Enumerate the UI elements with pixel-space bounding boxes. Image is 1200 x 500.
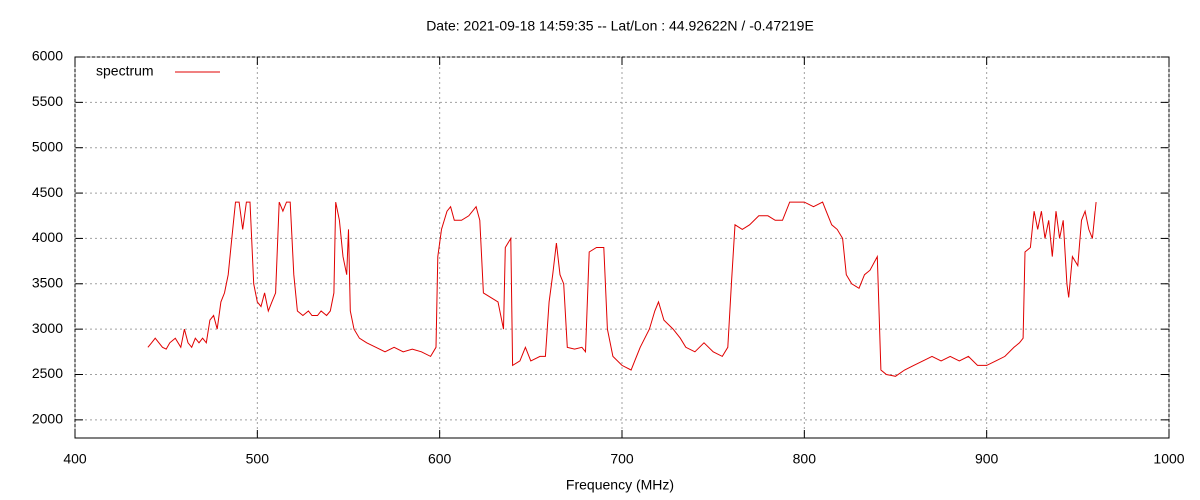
y-tick-label: 5000 — [32, 138, 63, 154]
y-tick-label: 3000 — [32, 320, 63, 336]
y-tick-label: 6000 — [32, 48, 63, 64]
x-tick-label: 400 — [63, 451, 87, 467]
chart-title: Date: 2021-09-18 14:59:35 -- Lat/Lon : 4… — [426, 18, 814, 34]
x-tick-label: 500 — [246, 451, 270, 467]
x-tick-label: 700 — [610, 451, 634, 467]
y-tick-label: 2500 — [32, 365, 63, 381]
x-axis-label: Frequency (MHz) — [566, 477, 674, 493]
data-line — [147, 201, 1097, 377]
x-tick-label: 1000 — [1153, 451, 1184, 467]
legend-label: spectrum — [96, 63, 154, 79]
x-tick-label: 600 — [428, 451, 452, 467]
y-tick-label: 4000 — [32, 229, 63, 245]
y-tick-label: 4500 — [32, 184, 63, 200]
y-tick-label: 5500 — [32, 93, 63, 109]
x-tick-label: 900 — [975, 451, 999, 467]
x-tick-label: 800 — [793, 451, 817, 467]
y-tick-label: 2000 — [32, 411, 63, 427]
y-tick-label: 3500 — [32, 274, 63, 290]
